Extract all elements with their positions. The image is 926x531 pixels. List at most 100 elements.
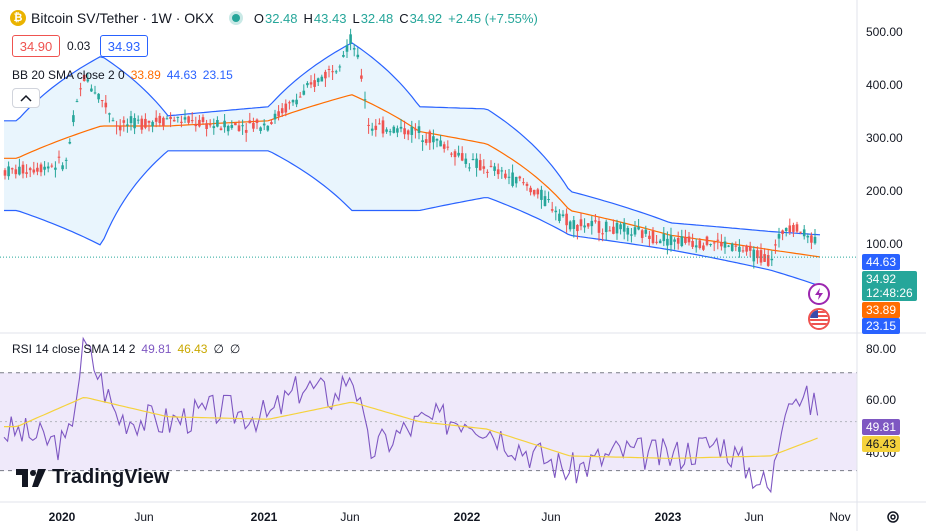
candle-body [460,153,464,161]
candle-body [54,167,57,170]
bb-label[interactable]: BB 20 SMA close 2 0 [12,68,125,82]
candle-body [14,169,18,175]
last-price-tag: 34.92 12:48:26 [862,271,917,301]
symbol-title[interactable]: Bitcoin SV/Tether · 1W · OKX [31,10,214,26]
rsi-label[interactable]: RSI 14 close SMA 14 2 [12,342,136,356]
tradingview-logo-icon [16,468,46,487]
candle-body [640,230,644,238]
candle-body [316,78,320,83]
candle-body [558,213,561,222]
bb-upper-line [4,42,821,236]
bb-legend[interactable]: BB 20 SMA close 2 0 33.89 44.63 23.15 [12,68,239,82]
candle-body [385,129,388,132]
candle-body [424,139,428,143]
price-tick: 100.00 [866,237,903,251]
candle-body [514,176,518,184]
candle-body [658,240,662,244]
rsi-legend[interactable]: RSI 14 close SMA 14 2 49.81 46.43 ∅ ∅ [12,342,246,356]
candle-body [201,117,205,122]
candle-body [208,124,212,126]
candle-body [345,45,349,52]
candle-body [417,126,421,133]
candle-body [691,241,694,247]
candle-body [622,222,626,232]
candle-body [543,196,547,207]
candle-body [442,144,446,149]
candle-body [730,243,734,251]
candle-body [241,125,244,127]
candle-body [576,224,579,232]
candle-body [745,245,748,252]
candle-body [388,131,392,133]
bb-upper-tag: 44.63 [862,254,901,270]
lightning-event-icon[interactable] [808,283,830,305]
candle-body [291,99,295,103]
candle-body [662,233,666,242]
candle-body [583,225,586,228]
collapse-legend-button[interactable] [12,88,40,108]
candle-body [565,213,568,226]
tradingview-logo[interactable]: TradingView [16,466,169,489]
bb-basis-value: 33.89 [130,68,161,82]
candle-body [446,146,450,148]
candle-body [93,92,97,94]
candle-body [140,118,144,130]
candle-body [478,160,482,171]
candle-body [75,101,79,103]
candle-body [39,164,43,173]
candle-body [414,129,417,131]
candle-body [774,244,777,246]
candle-body [320,76,324,82]
candle-body [781,230,784,234]
us-flag-event-icon[interactable] [808,308,830,330]
high-label: H [303,10,313,26]
candle-body [594,220,597,222]
settings-gear-button[interactable] [884,508,902,526]
buy-button[interactable]: 34.93 [100,35,148,57]
bb-lower-value: 23.15 [202,68,233,82]
candle-body [262,123,266,126]
candle-body [270,122,273,124]
candle-body [370,128,374,131]
time-label: Nov [829,510,851,524]
candle-body [464,158,468,164]
candle-body [288,102,291,104]
candle-body [72,115,75,123]
time-label: Jun [744,510,764,524]
candle-body [126,124,129,126]
candle-body [432,136,435,143]
candle-body [428,131,432,143]
candle-body [500,170,504,172]
candle-body [763,254,766,262]
sell-button[interactable]: 34.90 [12,35,60,57]
symbol-legend[interactable]: ₿ Bitcoin SV/Tether · 1W · OKX O 32.48 H… [10,10,544,26]
candle-body [590,220,594,227]
candle-body [226,125,230,132]
candle-body [532,189,536,195]
rsi-tick: 80.00 [866,342,897,356]
candle-body [694,245,698,248]
candle-body [3,170,7,176]
candle-body [324,71,327,79]
price-tick: 400.00 [866,78,903,92]
price-tick: 200.00 [866,184,903,198]
candle-body [741,250,745,252]
candle-body [313,80,316,87]
lightning-icon [815,288,823,300]
bitcoin-sv-coin-icon: ₿ [10,10,26,26]
time-label: Jun [340,510,360,524]
candle-body [648,235,651,239]
close-value: 34.92 [409,10,443,26]
candle-body [529,187,532,193]
candle-body [651,231,655,244]
candle-body [421,140,424,143]
candle-body [10,168,14,170]
candle-body [396,128,399,133]
candle-body [684,237,687,243]
candle-body [147,120,151,123]
chevron-up-icon [20,94,32,102]
price-tick: 300.00 [866,131,903,145]
candle-body [748,245,752,251]
